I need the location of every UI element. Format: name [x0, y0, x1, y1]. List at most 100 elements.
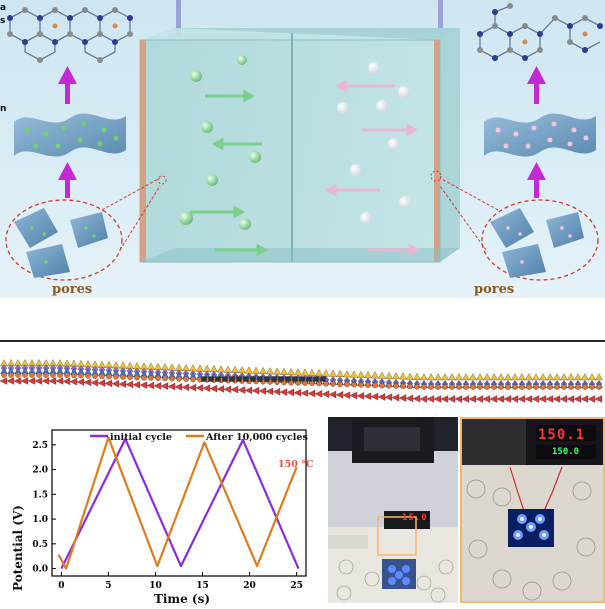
strip-marker [490, 373, 498, 381]
pores-label-left: pores [52, 282, 93, 297]
strip-marker [342, 391, 351, 399]
strip-marker [314, 390, 323, 398]
strip-marker [435, 384, 441, 390]
strip-marker [300, 389, 309, 397]
strip-marker [372, 382, 378, 389]
strip-marker [266, 367, 274, 375]
strip-marker [405, 394, 414, 403]
strip-marker [8, 372, 14, 378]
strip-marker [113, 374, 119, 380]
strip-marker [386, 383, 392, 389]
strip-marker [406, 372, 414, 380]
strip-marker [316, 380, 322, 387]
strip-marker [384, 393, 393, 402]
strip-marker [155, 375, 161, 381]
right-electrode-rod [438, 0, 443, 36]
strip-marker [560, 373, 568, 381]
strip-marker [505, 384, 511, 390]
strip-marker [526, 384, 532, 390]
strip-marker [315, 369, 323, 377]
led-photo-overview: 15.0 [328, 417, 458, 603]
strip-marker [351, 381, 357, 388]
y-axis-label: Potential (V) [11, 505, 25, 591]
left-electrode-plate [140, 40, 146, 262]
strip-marker [525, 373, 533, 381]
strip-marker [575, 384, 581, 390]
right-up-arrows [527, 66, 546, 198]
strip-marker [385, 371, 393, 379]
strip-marker [208, 376, 214, 382]
strip-marker [309, 380, 315, 387]
strip-marker [264, 376, 270, 382]
strip-marker [222, 376, 228, 382]
strip-marker [407, 383, 413, 390]
strip-marker [120, 374, 126, 380]
strip-marker [252, 366, 260, 374]
x-tick-label: 5 [105, 581, 111, 591]
strip-marker [489, 395, 498, 403]
strip-marker [337, 381, 343, 387]
left-molecule-atoms [7, 7, 133, 63]
strip-marker [20, 377, 29, 385]
strip-marker [106, 373, 112, 380]
y-tick-label: 2.0 [32, 466, 48, 476]
strip-marker [566, 395, 575, 403]
x-tick-label: 15 [196, 581, 209, 591]
strip-marker [146, 381, 155, 390]
strip-marker [519, 384, 525, 390]
strip-marker [419, 395, 428, 403]
strip-marker [596, 384, 602, 390]
strip-marker [181, 383, 190, 391]
strip-marker [428, 384, 434, 390]
strip-marker [293, 389, 302, 397]
strip-marker [379, 382, 385, 389]
strip-marker [69, 377, 78, 386]
chart-ticks: 0 5 10 15 20 25 0.0 0.5 1.0 1.5 2.0 2.5 [32, 441, 303, 591]
strip-marker [511, 373, 519, 381]
strip-marker [265, 387, 274, 396]
strip-marker [302, 380, 308, 386]
strip-marker [323, 381, 329, 387]
y-tick-label: 0.0 [32, 565, 48, 575]
strip-marker [433, 395, 442, 403]
strip-marker [533, 384, 539, 390]
strip-marker [343, 370, 351, 378]
strip-marker [132, 381, 141, 389]
strip-marker [196, 364, 204, 372]
strip-marker [22, 372, 28, 378]
strip-marker [588, 373, 596, 381]
glass-tank [139, 28, 460, 263]
strip-marker [393, 383, 399, 389]
strip-marker [251, 386, 260, 395]
led-photo-closeup: 150.1 150.0 [460, 417, 605, 603]
strip-marker [90, 378, 99, 387]
strip-marker [306, 376, 312, 382]
strip-marker [224, 365, 232, 373]
strip-marker [0, 377, 8, 385]
x-tick-label: 10 [149, 581, 162, 591]
strip-marker [538, 395, 547, 403]
strip-marker [97, 379, 106, 387]
strip-marker [41, 377, 50, 385]
strip-marker [223, 385, 232, 394]
strip-marker [531, 395, 540, 403]
strip-marker [378, 371, 386, 379]
strip-marker [125, 380, 134, 389]
potential-time-chart: 0 5 10 15 20 25 0.0 0.5 1.0 1.5 2.0 2.5 initial cyc… [6, 412, 318, 606]
strip-marker [279, 388, 288, 396]
strip-marker [36, 372, 42, 378]
strip-marker [148, 375, 154, 381]
strip-marker [230, 385, 239, 394]
strip-marker [320, 376, 326, 382]
legend-label-initial: initial cycle [110, 432, 172, 443]
strip-marker [510, 395, 519, 403]
cropped-side-text-1: a [0, 3, 7, 13]
strip-marker [78, 372, 84, 379]
strip-marker [55, 377, 64, 385]
left-electrode-rod [176, 0, 181, 36]
x-tick-label: 0 [58, 581, 64, 591]
strip-marker [477, 384, 483, 390]
strip-marker [153, 382, 162, 390]
right-setpoint-display: 150.0 [552, 447, 580, 457]
strip-marker [483, 373, 491, 381]
